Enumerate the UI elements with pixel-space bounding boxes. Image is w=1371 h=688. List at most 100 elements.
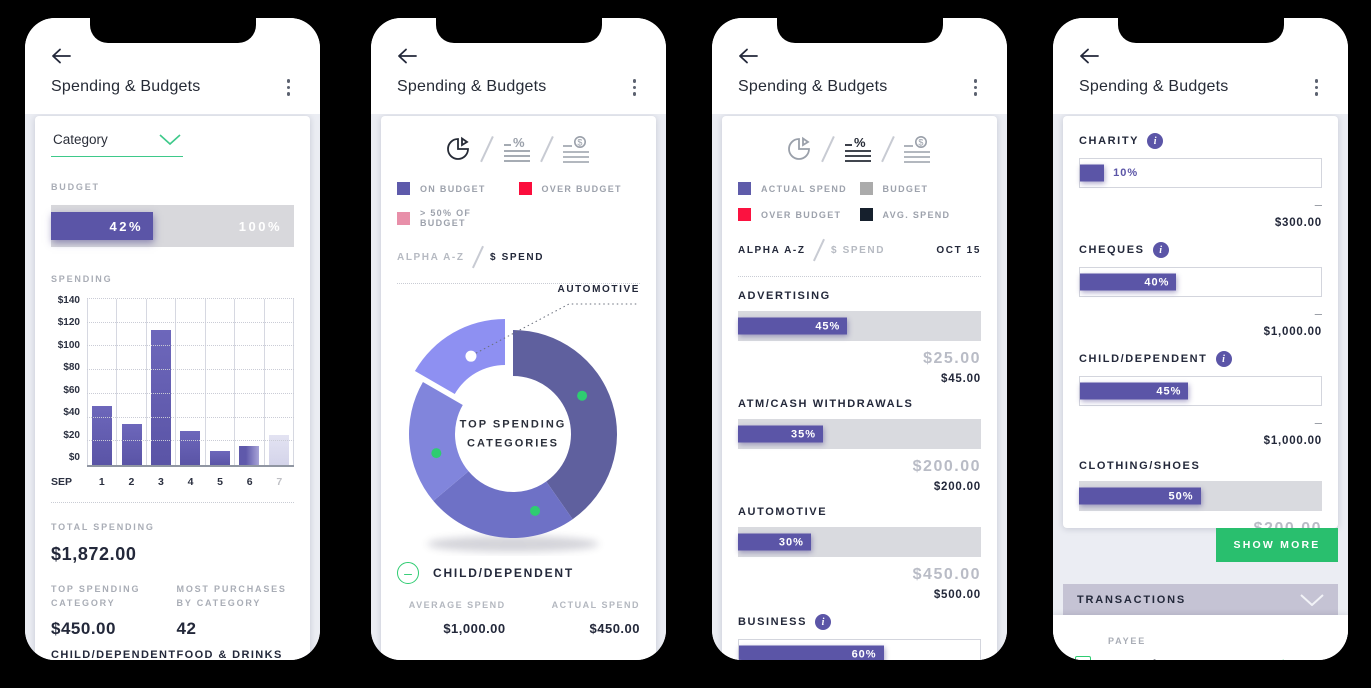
budget-progress-fill: 42% [51,212,154,240]
chevron-down-icon [159,133,181,145]
top-spending-category-value: $450.00 [51,619,116,638]
y-tick-label: $60 [63,384,80,396]
category-row[interactable]: CHEQUES i 40% – $1,000.00 [1079,229,1322,338]
page-title: Spending & Budgets [51,78,201,96]
expanded-category-row[interactable]: – CHILD/DEPENDENT [397,562,640,584]
most-purchases-value: 42 [176,619,197,638]
donut-segment[interactable] [513,330,617,520]
category-progress-track: 30% [738,527,981,557]
dollar-list-tab-icon[interactable]: $ [559,134,593,164]
legend-label: BUDGET [882,183,929,194]
chart-bar [239,446,260,465]
donut-segment[interactable] [433,471,573,538]
x-tick-label: 1 [98,476,105,488]
y-tick-label: $120 [57,317,80,329]
category-dropdown-label: Category [53,132,108,147]
category-dropdown[interactable]: Category [51,130,183,157]
category-row[interactable]: CHILD/DEPENDENT i 45% – $1,000.00 [1079,338,1322,447]
phone-mockup-percent-list: Spending & Budgets % $ [712,18,1007,660]
back-arrow-icon[interactable] [51,48,71,64]
donut-callout-dot [465,350,477,362]
back-arrow-icon[interactable] [738,48,758,64]
back-arrow-icon[interactable] [1079,48,1099,64]
overflow-menu-icon[interactable] [629,77,641,98]
sort-alpha[interactable]: ALPHA A-Z [738,244,806,256]
sort-alpha[interactable]: ALPHA A-Z [397,251,465,263]
chart-column [175,299,204,465]
spent-value: – [1314,306,1322,321]
donut-segment[interactable] [409,382,469,501]
info-icon[interactable]: i [1147,133,1164,149]
category-row[interactable]: AUTOMOTIVE 30% $450.00 $500.00 [738,493,981,601]
overflow-menu-icon[interactable] [283,77,295,98]
average-spend-block: AVERAGE SPEND $1,000.00 [409,600,506,636]
chart-bar [151,329,172,465]
chart-bar [209,450,230,465]
tab-divider [821,135,835,163]
legend-item: ACTUAL SPEND [738,182,860,195]
percent-list-tab-icon[interactable]: % [500,134,534,164]
x-tick-label: 3 [158,476,164,488]
budget-value: $500.00 [933,589,981,601]
percent-label: 45% [815,320,841,332]
total-spending-value: $1,872.00 [51,544,137,564]
top-spending-category-name: CHILD/DEPENDENT [51,649,177,660]
x-axis-prefix: SEP [51,476,73,488]
percent-label: 40% [1144,276,1170,288]
chevron-down-icon [1300,593,1324,606]
y-tick-label: $140 [57,295,80,306]
category-progress-fill: 30% [738,533,811,551]
category-progress-track: 10% [1079,158,1322,188]
chart-column [145,299,175,465]
overflow-menu-icon[interactable] [1311,77,1323,98]
donut-chart: TOP SPENDING CATEGORIES AUTOMOTIVE [397,284,640,556]
spent-value: $200.00 [912,458,981,475]
category-row[interactable]: CLOTHING/SHOES 50% $200.00 $200.00 [1079,447,1322,528]
transactions-header[interactable]: TRANSACTIONS [1063,584,1338,615]
category-progress-track: 45% [738,311,981,341]
legend-label: OVER BUDGET [761,209,842,220]
category-row[interactable]: ATM/CASH WITHDRAWALS 35% $200.00 $200.00 [738,385,981,493]
back-arrow-icon[interactable] [397,48,417,64]
category-row[interactable]: CHARITY i 10% – $300.00 [1079,120,1322,229]
donut-card: % $ ON BUDGET OVER BUDGET > 50% OF BUDGET … [381,116,656,660]
transaction-checkbox[interactable] [1075,656,1091,660]
dollar-list-tab-icon[interactable]: $ [900,134,934,164]
spent-value: – [1314,197,1322,212]
page-title: Spending & Budgets [738,78,888,96]
collapse-minus-icon[interactable]: – [397,562,419,584]
legend-swatch-icon [738,182,751,195]
info-icon[interactable]: i [1215,351,1232,367]
percent-list-tab-icon[interactable]: % [841,134,875,164]
overflow-menu-icon[interactable] [970,77,982,98]
category-progress-fill: 40% [1080,273,1177,291]
most-purchases-block: MOST PURCHASES BY CATEGORY 42 FOOD & DRI… [177,583,294,660]
view-tabs: % $ [738,130,981,164]
budget-progress-track: 100% 42% [51,205,294,247]
sort-divider [812,238,825,262]
budget-track-label: 100% [238,218,282,234]
percent-label: 30% [778,536,804,548]
screen-body: % $ ON BUDGET OVER BUDGET > 50% OF BUDGET … [371,114,666,660]
pie-chart-tab-icon[interactable] [785,134,815,164]
donut-shadow [427,536,599,552]
overview-card: Category BUDGET 100% 42% SPENDING $140 $1… [35,116,310,660]
legend-item: > 50% OF BUDGET [397,208,519,228]
sort-spend[interactable]: $ SPEND [831,244,886,256]
category-progress-fill [1080,164,1105,182]
category-row[interactable]: ADVERTISING 45% $25.00 $45.00 [738,277,981,385]
info-icon[interactable]: i [815,614,832,630]
sort-spend[interactable]: $ SPEND [490,251,545,263]
y-tick-label: $100 [57,339,80,351]
chart-column [234,299,263,465]
info-icon[interactable]: i [1152,242,1169,258]
pie-chart-tab-icon[interactable] [444,134,474,164]
transaction-row[interactable]: PC Mark $215.00 [1053,656,1348,660]
budget-section-label: BUDGET [51,182,100,192]
show-more-button[interactable]: SHOW MORE [1216,528,1338,562]
donut-center-label: TOP SPENDING CATEGORIES [459,418,567,449]
category-list: CHARITY i 10% – $300.00 CHEQUES i 40% – … [1079,120,1322,528]
donut-segment[interactable] [414,319,505,394]
category-row[interactable]: BUSINESS i 60% – [738,601,981,660]
page-title: Spending & Budgets [397,78,547,96]
